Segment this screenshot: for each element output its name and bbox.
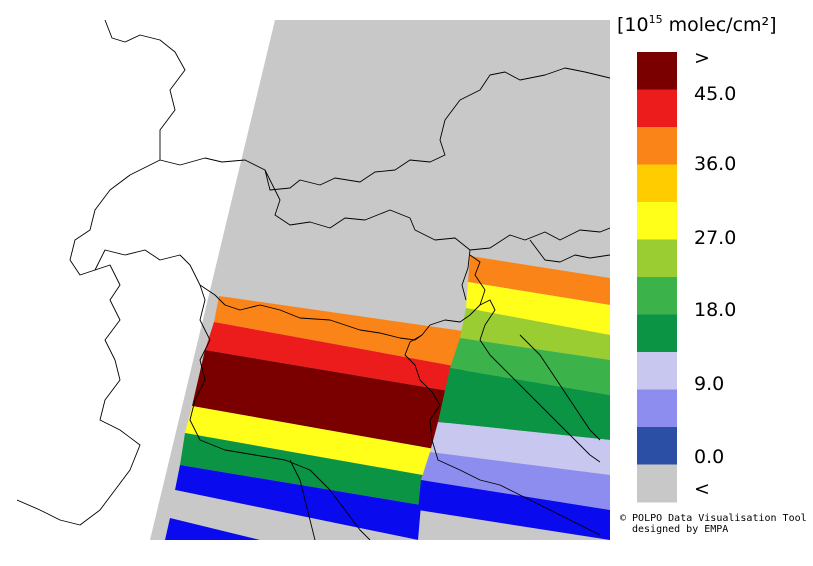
- colorbar-swatch: [637, 389, 677, 428]
- colorbar-swatch: [637, 127, 677, 165]
- colorbar-label: 0.0: [694, 446, 724, 468]
- credits: © POLPO Data Visualisation Tool designed…: [620, 513, 807, 535]
- colorbar-label: 27.0: [694, 227, 736, 249]
- swath-west-stripes: [165, 296, 470, 540]
- colorbar-swatch: [637, 202, 677, 240]
- colorbar-swatch: [637, 239, 677, 278]
- colorbar-label: <: [694, 478, 710, 500]
- colorbar-label: 18.0: [694, 299, 736, 321]
- colorbar-swatch: [637, 314, 677, 353]
- colorbar-swatch: [637, 164, 677, 203]
- colorbar-swatches: [637, 52, 677, 503]
- colorbar-swatch: [637, 52, 677, 90]
- credit-line-2: designed by EMPA: [632, 524, 728, 535]
- colorbar: [1015 molec/cm²] >45.0 36.0 27.0 18.0 9.0 0.0…: [617, 13, 777, 503]
- colorbar-swatch: [637, 277, 677, 315]
- colorbar-label: 45.0: [694, 83, 736, 105]
- country-borders: [17, 20, 610, 540]
- colorbar-label: 36.0: [694, 153, 736, 175]
- credit-line-1: © POLPO Data Visualisation Tool: [620, 513, 807, 524]
- colorbar-swatch: [637, 427, 677, 465]
- swath-east-stripes: [418, 256, 610, 540]
- colorbar-unit: [1015 molec/cm²]: [617, 13, 777, 36]
- colorbar-swatch: [637, 352, 677, 390]
- colorbar-label: >: [694, 47, 710, 69]
- colorbar-swatch: [637, 464, 677, 503]
- colorbar-swatch: [637, 89, 677, 128]
- colorbar-label: 9.0: [694, 373, 724, 395]
- colorbar-labels: >45.0 36.0 27.0 18.0 9.0 0.0 <: [694, 47, 736, 500]
